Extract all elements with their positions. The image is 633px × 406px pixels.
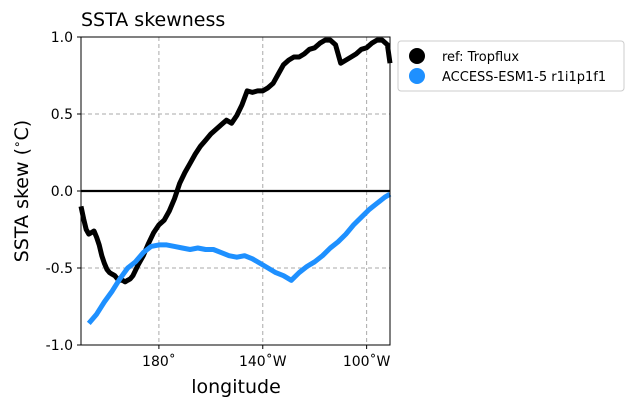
chart-title: SSTA skewness bbox=[81, 9, 225, 31]
x-tick-label: 100˚W bbox=[343, 353, 391, 370]
legend-label-2: ACCESS-ESM1-5 r1i1p1f1 bbox=[442, 70, 606, 85]
series-layer bbox=[78, 37, 393, 326]
y-tick-label: 0.5 bbox=[51, 107, 73, 123]
legend-box bbox=[397, 40, 625, 92]
series-line-1 bbox=[78, 37, 393, 285]
y-tick-label: 1.0 bbox=[51, 30, 73, 46]
y-tick-label: 0.0 bbox=[51, 184, 73, 200]
x-tick-label: 140˚W bbox=[239, 353, 287, 370]
y-axis-label-degree: ∘ bbox=[10, 140, 24, 148]
y-axis-label-main: SSTA skew ( bbox=[11, 148, 33, 262]
legend-label-1: ref: Tropflux bbox=[442, 50, 519, 65]
legend: ref: Tropflux ACCESS-ESM1-5 r1i1p1f1 bbox=[397, 40, 625, 92]
series-line-2 bbox=[86, 191, 392, 326]
y-axis-label: SSTA skew (∘C) bbox=[10, 120, 33, 262]
y-axis-label-unit: C) bbox=[11, 120, 33, 141]
legend-marker-1 bbox=[409, 48, 425, 64]
legend-marker-2 bbox=[409, 68, 425, 84]
ticks: 180˚ 140˚W 100˚W 1.0 0.5 0.0 -0.5 -1.0 bbox=[46, 30, 391, 370]
y-tick-label: -0.5 bbox=[46, 261, 73, 277]
x-axis-label: longitude bbox=[191, 376, 281, 398]
y-tick-label: -1.0 bbox=[46, 338, 73, 354]
x-tick-label: 180˚ bbox=[142, 353, 176, 370]
